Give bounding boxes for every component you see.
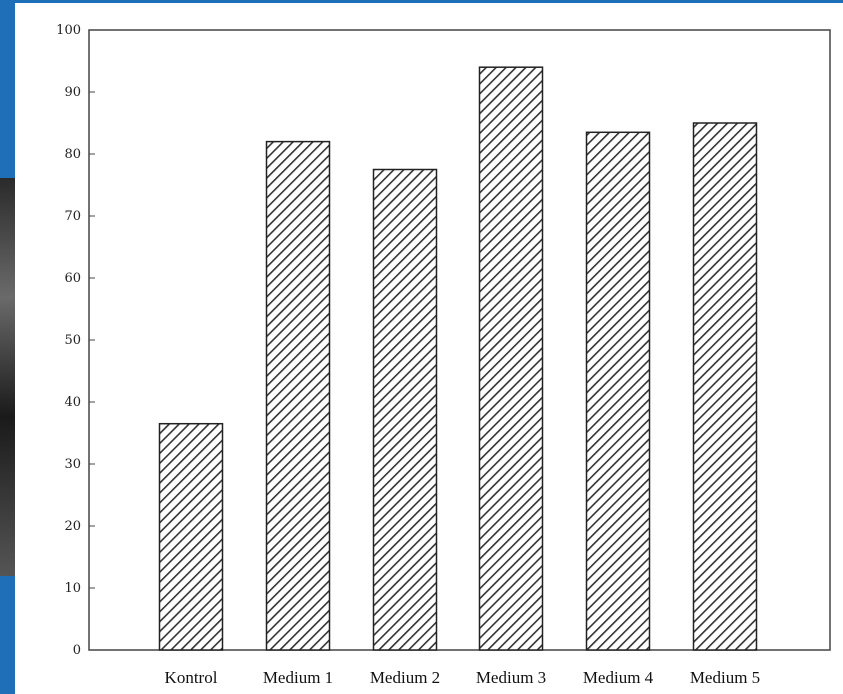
background-photo-strip (0, 178, 16, 576)
x-tick-label: Medium 3 (476, 668, 546, 687)
y-tick-label: 80 (64, 147, 81, 162)
x-axis: Kontrol Medium 1 Medium 2 Medium 3 Medium 4 M… (165, 668, 761, 687)
x-tick-label: Medium 4 (583, 668, 654, 687)
x-tick-label: Medium 2 (370, 668, 440, 687)
bar-medium-5 (692, 122, 758, 651)
y-axis: 0 10 20 30 40 50 60 70 80 90 100 (56, 23, 95, 658)
y-tick-label: 10 (64, 581, 81, 596)
y-tick-label: 60 (64, 271, 81, 286)
bar-medium-3 (478, 66, 544, 651)
bars (158, 66, 758, 651)
chart-panel: 0 10 20 30 40 50 60 70 80 90 100 Kontrol Medium 1 Me… (15, 3, 843, 694)
bar-medium-4 (585, 131, 651, 651)
y-tick-label: 90 (64, 85, 81, 100)
x-tick-label: Kontrol (165, 668, 218, 687)
bar-chart: 0 10 20 30 40 50 60 70 80 90 100 Kontrol Medium 1 Me… (56, 23, 831, 687)
y-tick-label: 100 (56, 23, 81, 38)
x-tick-label: Medium 1 (263, 668, 333, 687)
bar-medium-2 (372, 168, 438, 651)
x-tick-label: Medium 5 (690, 668, 760, 687)
y-tick-label: 0 (73, 643, 81, 658)
bar-kontrol (158, 422, 224, 651)
y-tick-label: 40 (64, 395, 81, 410)
y-tick-label: 70 (64, 209, 81, 224)
bar-medium-1 (265, 140, 331, 651)
y-tick-label: 20 (64, 519, 81, 534)
y-tick-label: 50 (64, 333, 81, 348)
y-tick-label: 30 (64, 457, 81, 472)
